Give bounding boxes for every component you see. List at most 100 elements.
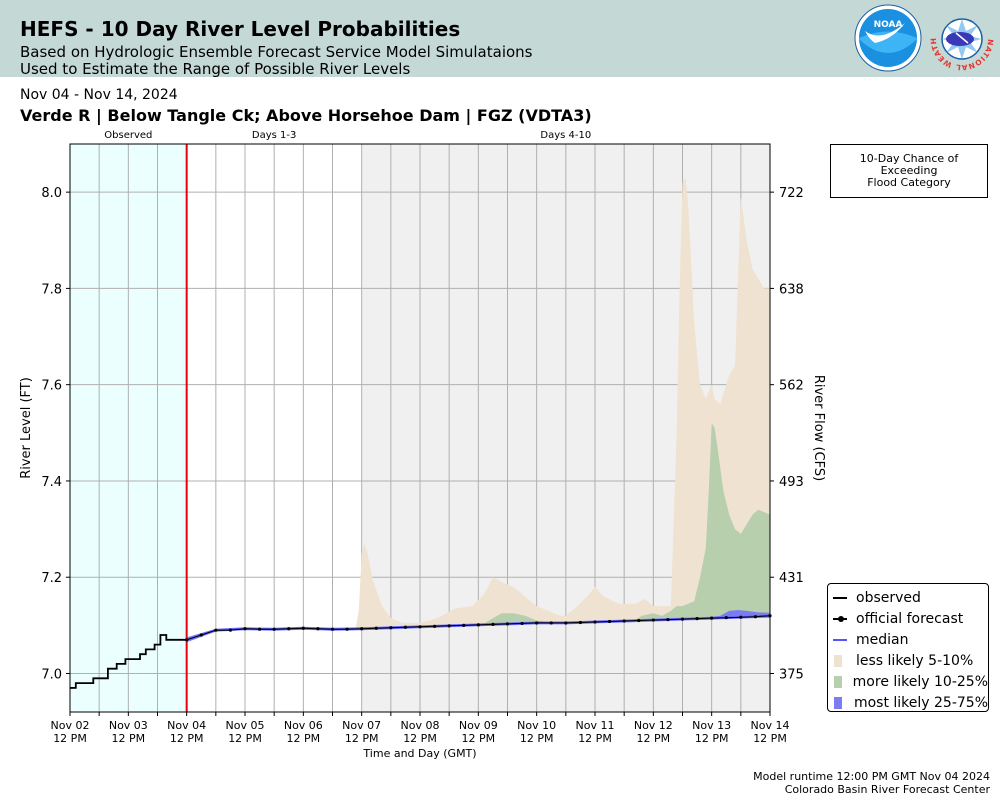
legend-item-more-likely: more likely 10-25%	[828, 671, 988, 692]
x-axis-label: Time and Day (GMT)	[362, 747, 476, 760]
official-forecast-point	[389, 626, 393, 630]
x-tick-label: Nov 05	[226, 719, 265, 732]
official-forecast-point	[185, 638, 189, 642]
legend-item-official-forecast: official forecast	[828, 608, 988, 629]
official-forecast-point	[564, 621, 568, 625]
y-tick-label: 8.0	[41, 186, 62, 201]
x-tick-label: 12 PM	[170, 732, 204, 745]
x-tick-label: Nov 10	[517, 719, 556, 732]
official-forecast-point	[447, 624, 451, 628]
x-tick-label: 12 PM	[695, 732, 729, 745]
official-forecast-point	[432, 624, 437, 628]
x-tick-label: Nov 09	[459, 719, 498, 732]
page-title: HEFS - 10 Day River Level Probabilities	[20, 17, 461, 41]
date-range: Nov 04 - Nov 14, 2024	[20, 87, 178, 103]
chart-legend: observed official forecast median less l…	[827, 583, 989, 712]
official-forecast-point	[272, 627, 276, 631]
station-title: Verde R | Below Tangle Ck; Above Horseho…	[20, 106, 592, 125]
page-subtitle-line1: Based on Hydrologic Ensemble Forecast Se…	[20, 43, 533, 61]
official-forecast-point	[345, 627, 349, 631]
model-runtime: Model runtime 12:00 PM GMT Nov 04 2024	[753, 770, 990, 783]
forecast-line-icon	[832, 612, 850, 626]
nws-logo-icon: NATIONAL WEATHER SERVICE	[930, 3, 994, 72]
official-forecast-point	[214, 628, 218, 632]
official-forecast-point	[637, 618, 641, 623]
x-tick-label: Nov 14	[751, 719, 790, 732]
official-forecast-point	[476, 623, 480, 627]
x-tick-label: Nov 06	[284, 719, 323, 732]
x-tick-label: 12 PM	[53, 732, 87, 745]
official-forecast-point	[710, 616, 714, 620]
x-tick-label: Nov 07	[342, 719, 381, 732]
official-forecast-point	[330, 627, 335, 631]
official-forecast-point	[462, 623, 466, 627]
official-forecast-point	[666, 617, 670, 622]
official-forecast-point	[680, 617, 685, 621]
official-forecast-point	[549, 621, 553, 625]
official-forecast-point	[520, 621, 524, 626]
official-forecast-point	[316, 627, 320, 631]
y2-tick-label: 375	[779, 667, 804, 682]
more-likely-area	[484, 423, 770, 625]
y2-tick-label: 493	[779, 475, 804, 490]
more-likely-patch-icon	[832, 675, 847, 689]
official-forecast-point	[287, 627, 291, 631]
y2-tick-label: 431	[779, 571, 804, 586]
period-label: Days 4-10	[540, 130, 591, 141]
y2-tick-label: 562	[779, 379, 804, 394]
official-forecast-point	[622, 619, 626, 623]
official-forecast-point	[593, 620, 597, 624]
official-forecast-point	[607, 619, 612, 624]
legend-label-median: median	[856, 631, 909, 648]
x-tick-label: Nov 13	[692, 719, 731, 732]
official-forecast-point	[695, 617, 699, 621]
y2-tick-label: 722	[779, 186, 804, 201]
official-forecast-point	[724, 616, 728, 620]
y-tick-label: 7.2	[41, 571, 62, 586]
y-tick-label: 7.4	[41, 475, 62, 490]
x-tick-label: Nov 08	[401, 719, 440, 732]
legend-label-most-likely: most likely 25-75%	[853, 694, 988, 711]
y-tick-label: 7.0	[41, 667, 62, 682]
x-tick-label: Nov 03	[109, 719, 148, 732]
legend-item-most-likely: most likely 25-75%	[828, 692, 988, 713]
legend-label-less-likely: less likely 5-10%	[856, 652, 974, 669]
noaa-logo-icon: NOAA	[854, 4, 922, 72]
official-forecast-point	[535, 621, 539, 625]
official-forecast-point	[505, 622, 510, 626]
official-forecast-point	[739, 615, 743, 619]
x-tick-label: Nov 11	[576, 719, 615, 732]
legend-item-less-likely: less likely 5-10%	[828, 650, 988, 671]
y-tick-label: 7.8	[41, 282, 62, 297]
page-subtitle-line2: Used to Estimate the Range of Possible R…	[20, 60, 411, 78]
legend-label-official-forecast: official forecast	[856, 610, 964, 627]
y2-axis-label: River Flow (CFS)	[811, 375, 826, 481]
x-tick-label: Nov 02	[51, 719, 90, 732]
x-tick-label: 12 PM	[637, 732, 671, 745]
official-forecast-point	[199, 633, 203, 637]
flood-category-box: 10-Day Chance of Exceeding Flood Categor…	[830, 144, 988, 198]
x-tick-label: 12 PM	[753, 732, 787, 745]
official-forecast-point	[257, 627, 262, 631]
less-likely-patch-icon	[832, 654, 850, 668]
y-axis-label: River Level (FT)	[19, 377, 34, 479]
legend-label-more-likely: more likely 10-25%	[852, 673, 988, 690]
page-header: HEFS - 10 Day River Level Probabilities …	[0, 0, 1000, 78]
official-forecast-point	[753, 615, 758, 619]
most-likely-patch-icon	[832, 696, 848, 710]
x-tick-label: 12 PM	[403, 732, 437, 745]
y2-tick-label: 638	[779, 282, 804, 297]
official-forecast-point	[301, 626, 305, 630]
period-label: Observed	[104, 130, 152, 141]
x-tick-label: Nov 12	[634, 719, 673, 732]
legend-item-observed: observed	[828, 587, 988, 608]
x-tick-label: 12 PM	[228, 732, 262, 745]
x-tick-label: 12 PM	[287, 732, 321, 745]
noaa-logo-text: NOAA	[874, 20, 903, 30]
x-tick-label: Nov 04	[167, 719, 206, 732]
legend-label-observed: observed	[856, 589, 921, 606]
official-forecast-point	[578, 620, 583, 625]
flood-box-line3: Flood Category	[867, 176, 951, 189]
official-forecast-point	[243, 627, 247, 631]
